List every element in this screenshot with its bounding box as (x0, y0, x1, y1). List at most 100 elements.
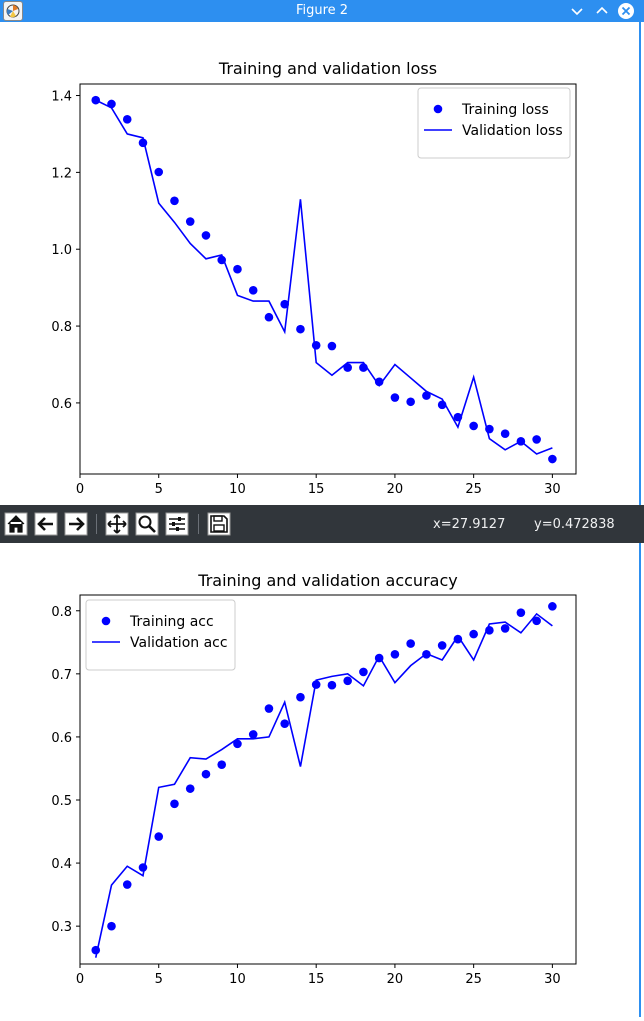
y-tick-label: 1.0 (51, 243, 72, 258)
x-tick-label: 25 (465, 482, 482, 497)
data-point (500, 429, 510, 438)
chart-title: Training and validation accuracy (197, 571, 457, 590)
x-tick-label: 10 (229, 482, 246, 497)
figure-canvas-top[interactable]: Training and validation loss 0 5 10 15 20 25 30… (0, 22, 641, 505)
y-tick-label: 0.4 (51, 857, 72, 872)
app-icon (3, 1, 23, 21)
loss-chart: Training and validation loss 0 5 10 15 20 25 30… (51, 59, 577, 497)
forward-arrow-icon[interactable] (63, 510, 89, 538)
y-tick-label: 0.8 (51, 605, 72, 620)
minimize-icon[interactable] (568, 2, 586, 20)
data-point (516, 608, 526, 617)
axes-frame (79, 594, 577, 965)
data-point (122, 880, 132, 889)
legend-box (85, 599, 236, 671)
x-tick-label: 25 (465, 972, 482, 987)
data-point (185, 217, 195, 226)
legend-box (417, 87, 571, 159)
x-tick-label: 30 (544, 482, 561, 497)
axes-frame (79, 83, 577, 475)
data-point (154, 167, 164, 177)
data-point (233, 264, 242, 274)
data-point (500, 624, 510, 633)
x-tick-label: 0 (76, 972, 84, 987)
data-point (532, 616, 541, 626)
data-point (233, 739, 242, 749)
home-icon[interactable] (3, 510, 29, 538)
data-point (170, 196, 179, 206)
close-icon[interactable] (617, 2, 635, 20)
data-point (296, 324, 305, 334)
back-arrow-icon[interactable] (33, 510, 59, 538)
data-point (327, 680, 337, 690)
y-tick-label: 0.6 (51, 397, 72, 412)
x-tick-label: 15 (308, 482, 325, 497)
data-point (248, 286, 258, 295)
toolbar-separator (96, 514, 97, 534)
data-point (437, 641, 447, 650)
coord-x-readout: x=27.9127 (433, 517, 506, 532)
x-tick-label: 30 (544, 972, 561, 987)
y-tick-label: 0.6 (51, 731, 72, 746)
data-point (327, 341, 337, 351)
window-title: Figure 2 (295, 3, 349, 18)
data-point (280, 299, 289, 309)
data-point (453, 634, 463, 644)
data-point (154, 832, 164, 841)
data-point (469, 421, 478, 431)
data-point (548, 602, 557, 611)
data-point (406, 639, 415, 648)
data-point (469, 629, 478, 639)
y-tick-label: 0.3 (51, 920, 72, 935)
x-tick-label: 5 (155, 972, 163, 987)
chart-title: Training and validation loss (218, 59, 437, 78)
data-point (138, 863, 148, 872)
legend-point-marker (101, 616, 111, 626)
data-point (264, 704, 274, 713)
data-point (548, 454, 557, 464)
y-tick-label: 0.7 (51, 668, 72, 683)
data-point (91, 95, 101, 105)
data-point (359, 667, 368, 677)
zoom-icon[interactable] (134, 510, 160, 538)
data-point (296, 692, 305, 702)
x-tick-label: 20 (387, 482, 404, 497)
y-tick-label: 1.2 (51, 166, 72, 181)
data-point (248, 730, 258, 739)
x-tick-label: 20 (387, 972, 404, 987)
data-point (264, 312, 274, 322)
legend-label: Validation acc (130, 635, 228, 651)
data-point (201, 769, 211, 779)
data-point (343, 676, 352, 686)
navigation-toolbar: x=27.9127 y=0.472838 (0, 505, 644, 543)
save-icon[interactable] (206, 510, 232, 538)
legend-label: Training acc (129, 614, 214, 630)
data-point (107, 921, 116, 931)
series-line-1 (95, 99, 553, 455)
series-line-1 (94, 612, 553, 958)
accuracy-chart: Training and validation accuracy 0 5 10 15 20… (51, 571, 577, 987)
data-point (311, 340, 321, 350)
pan-icon[interactable] (104, 510, 130, 538)
data-point (532, 435, 541, 444)
y-tick-label: 0.5 (51, 794, 72, 809)
configure-subplots-icon[interactable] (164, 510, 190, 538)
data-point (217, 760, 227, 769)
maximize-icon[interactable] (593, 2, 611, 20)
window-titlebar: Figure 2 (0, 0, 644, 22)
toolbar-separator (198, 514, 199, 534)
data-point (406, 397, 415, 407)
x-tick-label: 10 (229, 972, 246, 987)
data-point (122, 115, 132, 124)
data-point (185, 784, 195, 793)
data-point (170, 799, 179, 809)
figure-canvas-bottom[interactable]: Training and validation accuracy 0 5 10 15 20… (0, 543, 641, 1017)
data-point (390, 649, 400, 659)
legend-point-marker (433, 104, 443, 114)
data-point (422, 391, 431, 400)
data-point (343, 363, 352, 372)
legend-label: Training loss (461, 102, 549, 118)
y-tick-label: 1.4 (51, 90, 72, 105)
coord-y-readout: y=0.472838 (534, 517, 615, 532)
x-tick-label: 5 (155, 482, 163, 497)
